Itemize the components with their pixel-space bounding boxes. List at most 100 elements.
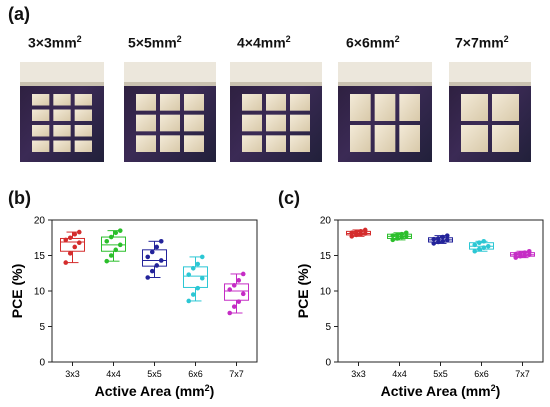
x-tick-label: 4x4: [392, 369, 407, 379]
data-point: [145, 275, 151, 280]
data-point: [190, 265, 196, 271]
data-point: [513, 255, 519, 260]
device-photo-7x7: [449, 62, 531, 162]
data-point: [526, 252, 532, 258]
data-point: [435, 239, 441, 245]
electrode-pad: [74, 140, 92, 152]
data-point: [195, 285, 201, 291]
electrode-pad: [32, 94, 50, 106]
electrode-pad: [184, 135, 204, 152]
device-photo-svg: [449, 62, 531, 162]
data-point: [476, 246, 482, 252]
data-point: [390, 233, 396, 238]
electrode-pad: [290, 114, 310, 132]
x-tick-label: 7x7: [515, 369, 530, 379]
data-point: [444, 237, 450, 243]
data-point: [227, 287, 233, 292]
data-point: [472, 248, 478, 254]
x-tick-label: 4x4: [106, 369, 121, 379]
data-point: [435, 236, 441, 241]
data-point: [431, 241, 437, 246]
data-point: [231, 304, 237, 309]
data-point: [158, 239, 164, 244]
electrode-pad: [350, 125, 371, 152]
data-point: [394, 236, 400, 241]
electrode-pad: [242, 135, 262, 152]
x-tick-label: 6x6: [474, 369, 489, 379]
electrode-pad: [184, 94, 204, 111]
electrode-pad: [160, 94, 180, 111]
area-label-3x3: 3×3mm2: [28, 34, 82, 51]
data-point: [195, 261, 201, 267]
electrode-pad: [492, 125, 519, 152]
area-label-7x7: 7×7mm2: [455, 34, 509, 51]
y-tick-label: 10: [34, 287, 46, 298]
data-point: [526, 248, 532, 254]
electrode-pad: [399, 125, 420, 152]
electrode-pad: [266, 135, 286, 152]
panel-label-b: (b): [8, 188, 31, 208]
area-label-5x5: 5×5mm2: [128, 34, 182, 51]
electrode-pad: [242, 114, 262, 132]
data-point: [149, 268, 155, 274]
data-point: [485, 243, 491, 249]
electrode-pad: [74, 109, 92, 121]
electrode-pad: [266, 94, 286, 111]
data-point: [67, 235, 73, 241]
data-point: [236, 278, 242, 283]
data-point: [440, 239, 446, 244]
y-tick-label: 20: [34, 216, 46, 227]
data-point: [403, 234, 409, 239]
x-tick-label: 3x3: [65, 369, 80, 379]
data-point: [149, 249, 155, 255]
data-point: [72, 231, 78, 237]
data-point: [394, 232, 400, 238]
y-tick-label: 20: [320, 216, 332, 227]
electrode-pad: [290, 94, 310, 111]
y-tick-label: 15: [34, 251, 46, 262]
y-tick-label: 0: [39, 358, 45, 369]
data-point: [117, 242, 123, 248]
electrode-pad: [74, 94, 92, 106]
y-tick-label: 15: [320, 251, 332, 262]
data-point: [154, 244, 160, 250]
y-axis-title: PCE (%): [9, 264, 25, 318]
device-photo-4x4: [230, 62, 322, 162]
electrode-pad: [266, 114, 286, 132]
y-tick-label: 0: [325, 358, 331, 369]
data-point: [358, 229, 364, 234]
electrode-pad: [374, 94, 396, 121]
box-chart-b: 0 5 10 15 20 PCE (%) Active Area (mm2) 3x3 4x4 5x…: [9, 216, 258, 399]
data-point: [472, 242, 478, 248]
x-tick-label: 3x3: [351, 369, 366, 379]
data-point: [113, 230, 119, 236]
data-point: [104, 258, 110, 264]
data-point: [390, 237, 396, 243]
electrode-pad: [136, 114, 156, 132]
electrode-pad: [184, 114, 204, 132]
data-point: [240, 291, 246, 297]
data-point: [231, 283, 237, 288]
electrode-pad: [32, 140, 50, 152]
area-label-6x6: 6×6mm2: [346, 34, 400, 51]
data-point: [158, 258, 164, 263]
electrode-pad: [136, 94, 156, 111]
x-axis-title: Active Area (mm2): [381, 383, 501, 399]
electrode-pad: [350, 94, 371, 121]
electrode-pad: [242, 94, 262, 111]
data-point: [72, 244, 78, 250]
x-axis-title: Active Area (mm2): [95, 383, 215, 399]
box-chart-c: 0 5 10 15 20 PCE (%) Active Area (mm2) 3x3 4x4 5x…: [295, 216, 544, 399]
device-photo-5x5: [124, 62, 216, 162]
data-point: [186, 298, 192, 304]
data-point: [199, 254, 205, 260]
data-point: [440, 234, 446, 240]
x-tick-label: 6x6: [188, 369, 203, 379]
y-tick-label: 10: [320, 287, 332, 298]
device-photo-svg: [230, 62, 322, 162]
x-tick-label: 7x7: [229, 369, 244, 379]
device-photo-svg: [20, 62, 104, 162]
electrode-pad: [53, 125, 71, 137]
data-point: [117, 228, 123, 233]
data-point: [67, 251, 73, 256]
